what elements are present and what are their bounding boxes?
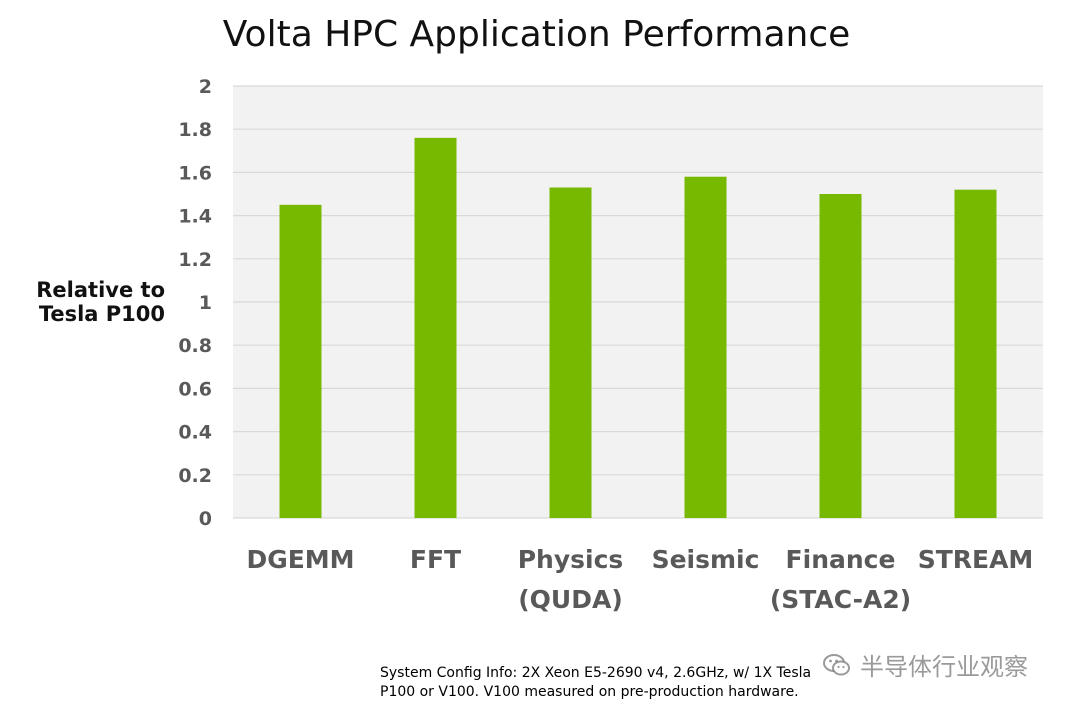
y-tick-label: 0.8 [178,335,212,357]
bar [684,176,727,518]
bar [954,189,997,518]
x-category-label: FFT [410,545,461,574]
y-tick-label: 0 [199,508,212,530]
y-axis-label: Relative to Tesla P100 [36,278,165,326]
bar [549,187,592,518]
x-category-label: DGEMM [246,545,354,574]
y-tick-label: 0.4 [178,422,212,444]
x-category-label: (STAC-A2) [770,585,911,614]
y-tick-label: 1.8 [178,119,212,141]
x-category-label: (QUDA) [518,585,623,614]
y-tick-label: 1 [199,292,212,314]
bar [414,137,457,518]
x-category-label: STREAM [918,545,1034,574]
wechat-icon [823,653,850,675]
watermark-text: 半导体行业观察 [860,653,1028,681]
y-tick-label: 0.6 [178,378,212,400]
bar [819,194,862,518]
bar [279,204,322,519]
x-category-label: Physics [518,545,624,574]
x-category-label: Finance [786,545,896,574]
y-tick-label: 0.2 [178,465,212,487]
y-tick-label: 1.6 [178,162,212,184]
y-tick-label: 1.2 [178,249,212,271]
footnote: System Config Info: 2X Xeon E5-2690 v4, … [380,665,812,700]
y-tick-label: 1.4 [178,206,212,228]
watermark: 半导体行业观察 [822,647,1028,682]
y-tick-label: 2 [199,76,212,98]
x-category-label: Seismic [652,545,760,574]
chart-title: Volta HPC Application Performance [222,14,851,55]
